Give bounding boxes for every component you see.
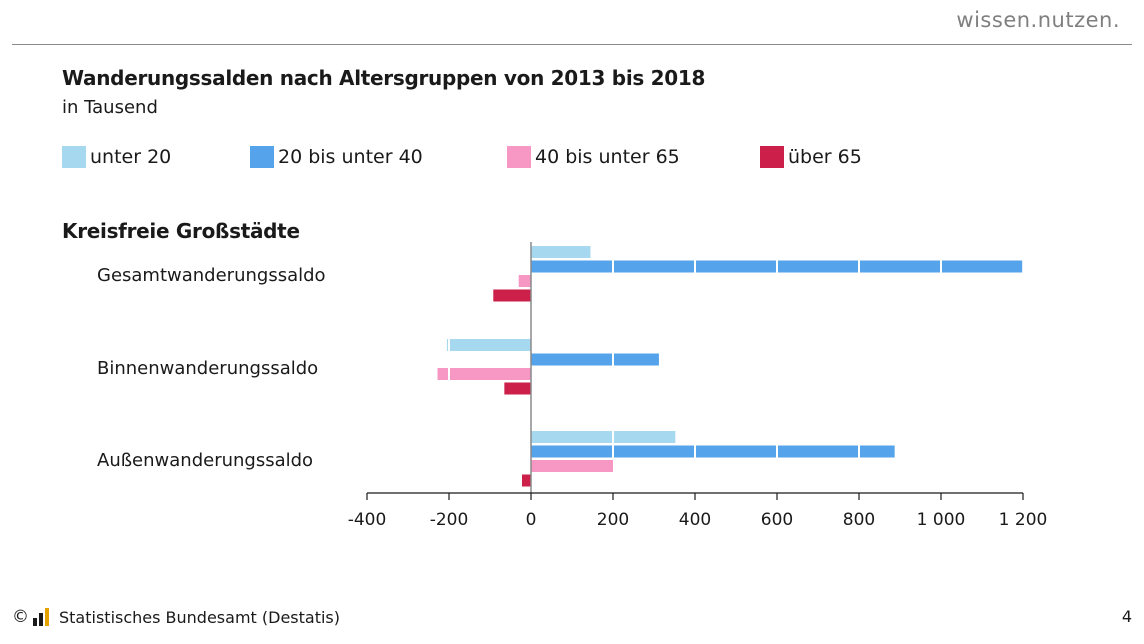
legend-label-unter-20: unter 20 bbox=[90, 146, 172, 168]
legend-swatch-unter-20 bbox=[62, 146, 86, 168]
x-tick-label: 0 bbox=[526, 510, 537, 530]
category-label: Außenwanderungssaldo bbox=[97, 450, 313, 471]
bar bbox=[531, 246, 591, 258]
legend-item-unter-20: unter 20 bbox=[62, 143, 171, 171]
legend-item-20-bis-unter-40: 20 bis unter 40 bbox=[250, 143, 423, 171]
x-tick-label: -400 bbox=[348, 510, 387, 530]
legend-item-40-bis-unter-65: 40 bis unter 65 bbox=[507, 143, 680, 171]
x-tick-label: -200 bbox=[430, 510, 469, 530]
legend: unter 20 20 bis unter 40 40 bis unter 65… bbox=[62, 143, 962, 173]
bar bbox=[531, 445, 895, 458]
bar bbox=[446, 339, 531, 351]
legend-swatch-20-bis-unter-40 bbox=[250, 146, 274, 168]
destatis-logo-icon bbox=[33, 608, 53, 626]
brand-wordmark: wissen.nutzen. bbox=[956, 8, 1120, 32]
legend-label-20-bis-unter-40: 20 bis unter 40 bbox=[278, 146, 423, 168]
x-tick-label: 800 bbox=[843, 510, 875, 530]
group-title: Kreisfreie Großstädte bbox=[62, 219, 300, 243]
bar bbox=[531, 460, 613, 472]
bar bbox=[531, 431, 676, 443]
legend-label-ueber-65: über 65 bbox=[788, 146, 862, 168]
legend-swatch-ueber-65 bbox=[760, 146, 784, 168]
x-tick-label: 1 200 bbox=[999, 510, 1048, 530]
chart-title: Wanderungssalden nach Altersgruppen von … bbox=[62, 66, 706, 90]
x-tick-label: 200 bbox=[597, 510, 629, 530]
x-tick-label: 1 000 bbox=[917, 510, 966, 530]
bar bbox=[504, 382, 531, 395]
footer-source-text: Statistisches Bundesamt (Destatis) bbox=[59, 607, 341, 627]
bar bbox=[493, 289, 531, 302]
x-tick-label: 400 bbox=[679, 510, 711, 530]
legend-item-ueber-65: über 65 bbox=[760, 143, 862, 171]
category-label: Binnenwanderungssaldo bbox=[97, 358, 318, 379]
header-divider bbox=[12, 44, 1132, 45]
bar bbox=[521, 474, 531, 487]
category-label: Gesamtwanderungssaldo bbox=[97, 265, 326, 286]
bar bbox=[518, 275, 531, 287]
bar bbox=[531, 353, 659, 366]
page-number: 4 bbox=[1121, 607, 1132, 626]
legend-swatch-40-bis-unter-65 bbox=[507, 146, 531, 168]
copyright-icon: © bbox=[12, 607, 29, 627]
footer-source: © Statistisches Bundesamt (Destatis) bbox=[12, 607, 340, 627]
x-tick-label: 600 bbox=[761, 510, 793, 530]
legend-label-40-bis-unter-65: 40 bis unter 65 bbox=[535, 146, 680, 168]
chart-subtitle: in Tausend bbox=[62, 97, 158, 118]
bar bbox=[437, 368, 531, 380]
